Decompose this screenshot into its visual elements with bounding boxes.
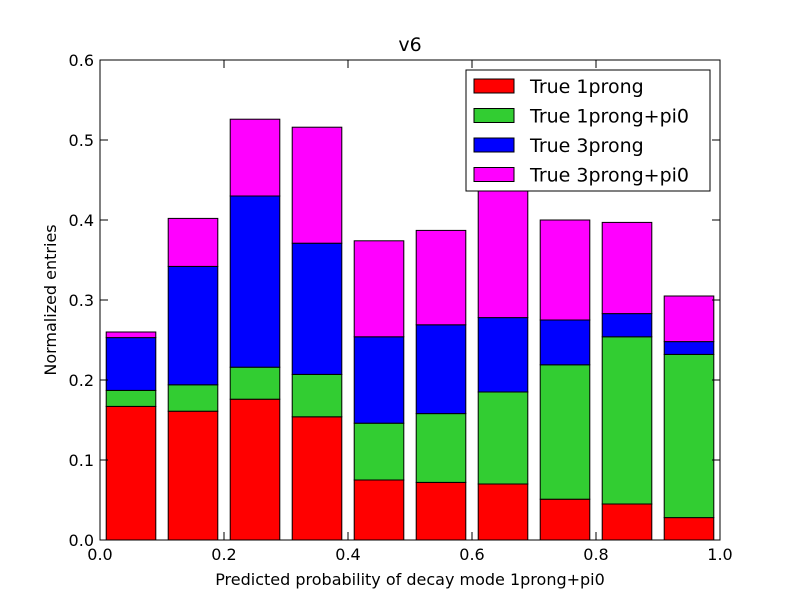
bar-segment-true-1prong-pi0-6: [477, 391, 529, 485]
bar-segment-true-3prong-pi0-0: [105, 331, 157, 339]
chart-title: v6: [398, 34, 421, 56]
bar-segment-true-3prong-1: [167, 265, 219, 386]
bar-segment-true-3prong-pi0-6: [477, 171, 529, 319]
x-tick-label: 0.8: [583, 545, 608, 564]
y-axis: 0.0 0.1 0.2 0.3 0.4 0.5 0.6: [69, 51, 720, 550]
legend-swatch: [473, 137, 515, 153]
x-axis: 0.0 0.2 0.4 0.6 0.8 1.0: [87, 60, 733, 564]
x-axis-label: Predicted probability of decay mode 1pro…: [215, 570, 605, 589]
legend-swatch: [473, 78, 515, 94]
bar-segment-true-1prong-5: [415, 481, 467, 541]
x-tick-label: 0.6: [459, 545, 484, 564]
bar-segment-true-3prong-pi0-1: [167, 217, 219, 267]
bar-segment-true-1prong-pi0-0: [105, 389, 157, 407]
legend-swatch: [473, 108, 515, 123]
bar-segment-true-3prong-pi0-5: [415, 229, 467, 326]
x-tick-label: 1.0: [707, 545, 732, 564]
x-tick-label: 0.0: [87, 545, 112, 564]
x-tick-label: 0.4: [335, 545, 360, 564]
legend-label: True 1prong: [529, 76, 644, 98]
bar-segment-true-3prong-0: [105, 337, 157, 391]
bar-segment-true-1prong-pi0-4: [353, 422, 405, 481]
bar-segment-true-3prong-pi0-7: [539, 219, 591, 321]
bar-segment-true-1prong-4: [353, 479, 405, 541]
bar-segment-true-1prong-pi0-3: [291, 373, 343, 418]
legend-label: True 3prong: [529, 135, 644, 157]
legend-label: True 3prong+pi0: [529, 165, 689, 187]
bar-segment-true-1prong-7: [539, 498, 591, 541]
y-tick-label: 0.2: [69, 371, 94, 390]
bar-segment-true-3prong-pi0-8: [601, 221, 653, 315]
y-tick-label: 0.6: [69, 51, 94, 70]
bar-segment-true-3prong-2: [229, 195, 281, 368]
legend-label: True 1prong+pi0: [529, 106, 689, 128]
legend: True 1prong True 1prong+pi0 True 3prong Tru…: [465, 69, 711, 192]
bar-segment-true-1prong-pi0-9: [663, 353, 715, 519]
y-tick-label: 0.0: [69, 531, 94, 550]
bar-segment-true-1prong-pi0-8: [601, 336, 653, 505]
y-axis-label: Normalized entries: [41, 224, 60, 375]
bar-segment-true-3prong-pi0-9: [663, 295, 715, 343]
bar-segment-true-3prong-8: [601, 313, 653, 338]
bar-segment-true-3prong-9: [663, 341, 715, 355]
y-tick-label: 0.5: [69, 131, 94, 150]
bar-segment-true-3prong-5: [415, 324, 467, 415]
y-tick-label: 0.1: [69, 451, 94, 470]
x-tick-label: 0.2: [211, 545, 236, 564]
bar-segment-true-3prong-4: [353, 336, 405, 424]
bar-segment-true-1prong-6: [477, 483, 529, 541]
bar-segment-true-3prong-pi0-3: [291, 126, 343, 244]
bar-segment-true-3prong-6: [477, 317, 529, 393]
bar-segment-true-1prong-2: [229, 398, 281, 541]
bar-segment-true-1prong-pi0-2: [229, 366, 281, 400]
bar-segment-true-3prong-7: [539, 319, 591, 366]
bar-segment-true-1prong-3: [291, 416, 343, 541]
bar-segment-true-1prong-pi0-7: [539, 364, 591, 500]
bar-segment-true-1prong-pi0-1: [167, 384, 219, 412]
y-tick-label: 0.4: [69, 211, 94, 230]
bar-segment-true-1prong-9: [663, 517, 715, 541]
bar-segment-true-3prong-pi0-2: [229, 118, 281, 197]
bar-segment-true-1prong-pi0-5: [415, 413, 467, 483]
bars-layer: [105, 118, 715, 541]
bar-segment-true-3prong-3: [291, 242, 343, 375]
bar-segment-true-3prong-pi0-4: [353, 240, 405, 338]
bar-segment-true-1prong-8: [601, 503, 653, 541]
y-tick-label: 0.3: [69, 291, 94, 310]
legend-swatch: [473, 167, 515, 182]
bar-segment-true-1prong-0: [105, 405, 157, 541]
bar-segment-true-1prong-1: [167, 410, 219, 541]
